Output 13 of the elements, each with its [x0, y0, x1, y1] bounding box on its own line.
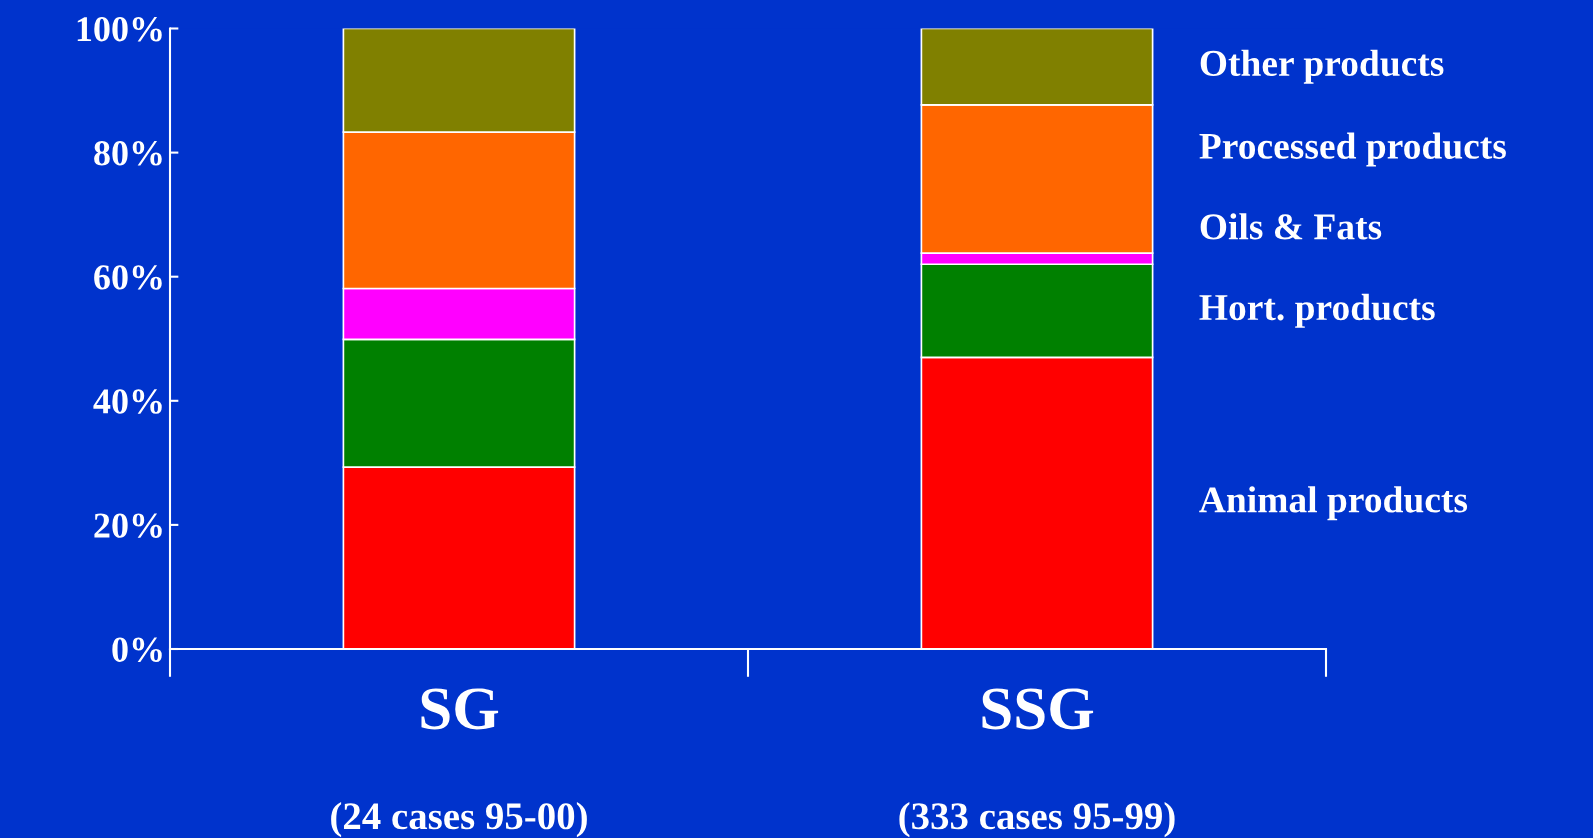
series-label: Oils & Fats — [1200, 213, 1382, 240]
y-tick-label: 100% — [77, 17, 162, 42]
y-tick-label: 20% — [94, 513, 162, 538]
series-label: Hort. products — [1199, 293, 1435, 328]
x-tick-label: SG (24 cases 95-00) — [331, 688, 587, 838]
series-label: Animal products — [1199, 486, 1468, 521]
y-tick-label: 40% — [93, 389, 162, 414]
series-label: Processed products — [1199, 132, 1506, 167]
y-tick-label: 60% — [94, 265, 162, 290]
series-label: Other products — [1200, 49, 1444, 84]
y-tick-label: 80% — [94, 141, 162, 166]
x-tick-label: SSG (333 cases 95-99) — [899, 688, 1175, 838]
y-tick-label: 0% — [112, 637, 162, 662]
